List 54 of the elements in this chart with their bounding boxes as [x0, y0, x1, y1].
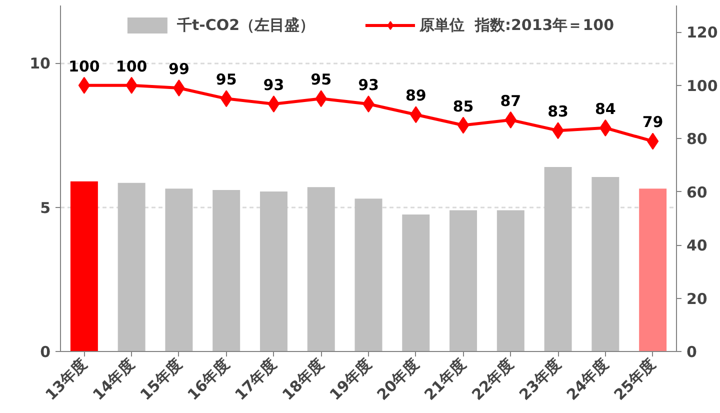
bar [354, 198, 382, 352]
data-label: 84 [594, 100, 616, 118]
bar [307, 187, 335, 352]
point [646, 132, 659, 150]
point [268, 95, 280, 112]
legend-label: 千t-CO2（左目盛） [176, 16, 315, 34]
x-tick-label: 23年度 [516, 355, 564, 404]
x-tick-label: 20年度 [374, 355, 422, 404]
bar [70, 181, 98, 352]
data-label: 87 [500, 92, 522, 110]
y-tick-label: 5 [40, 198, 50, 217]
data-label: 93 [358, 76, 379, 94]
bar [212, 190, 240, 352]
bar [260, 191, 288, 352]
x-tick-label: 14年度 [89, 355, 138, 404]
data-label: 99 [168, 60, 190, 78]
x-tick-label: 17年度 [231, 355, 280, 404]
data-label: 93 [263, 76, 284, 94]
x-tick-label: 24年度 [563, 355, 612, 404]
legend-label: 原単位 指数:2013年＝100 [420, 16, 614, 34]
x-tick-label: 25年度 [610, 355, 660, 404]
data-label: 89 [405, 86, 426, 105]
y2-tick-label: 120 [686, 24, 718, 42]
x-tick-label: 21年度 [420, 355, 470, 404]
y2-tick-label: 0 [686, 343, 697, 361]
bar [402, 214, 430, 352]
bar [118, 182, 146, 352]
bar [496, 210, 524, 352]
data-label: 79 [642, 113, 664, 132]
y-tick-label: 10 [30, 54, 50, 73]
y-tick-label: 0 [40, 343, 50, 361]
bar [165, 188, 193, 352]
y2-tick-label: 60 [686, 183, 708, 202]
bar [544, 166, 572, 352]
data-label: 95 [310, 70, 332, 89]
y2-tick-label: 80 [686, 130, 708, 148]
data-label: 100 [68, 57, 100, 76]
data-label: 83 [548, 102, 568, 121]
bar [450, 210, 478, 352]
data-label: 95 [216, 70, 237, 89]
point [78, 76, 90, 94]
bar [639, 188, 667, 352]
point [457, 116, 470, 134]
x-tick-label: 22年度 [468, 355, 518, 404]
x-tick-label: 16年度 [184, 355, 233, 404]
data-label: 100 [116, 57, 148, 76]
y2-tick-label: 20 [686, 290, 708, 308]
x-tick-label: 18年度 [278, 355, 328, 404]
y2-tick-label: 100 [686, 76, 718, 95]
x-tick-label: 19年度 [326, 355, 375, 404]
y2-tick-label: 40 [686, 236, 708, 255]
x-tick-label: 15年度 [136, 355, 186, 404]
data-label: 85 [452, 97, 474, 116]
bar [592, 177, 620, 352]
